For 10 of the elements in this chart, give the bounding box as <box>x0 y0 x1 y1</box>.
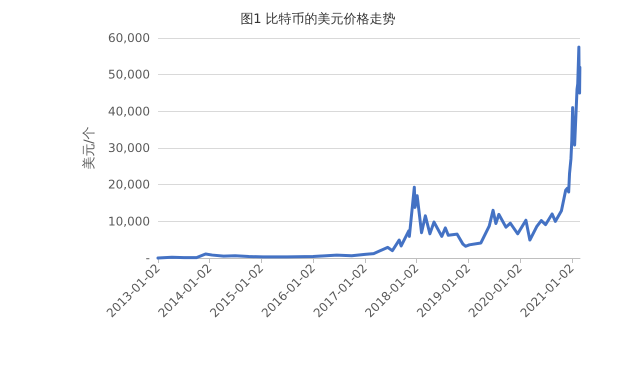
chart-title: 图1 比特币的美元价格走势 <box>240 11 396 27</box>
line-series <box>156 46 582 260</box>
y-tick-label: 20,000 <box>108 178 150 192</box>
y-tick-label: 60,000 <box>108 31 150 45</box>
y-tick-label: 50,000 <box>108 68 150 82</box>
y-tick-label: 30,000 <box>108 141 150 155</box>
y-tick-label: 10,000 <box>108 214 150 228</box>
y-tick-label: - <box>146 251 150 265</box>
y-axis-title: 美元/个 <box>81 126 97 170</box>
y-tick-label: 40,000 <box>108 104 150 118</box>
